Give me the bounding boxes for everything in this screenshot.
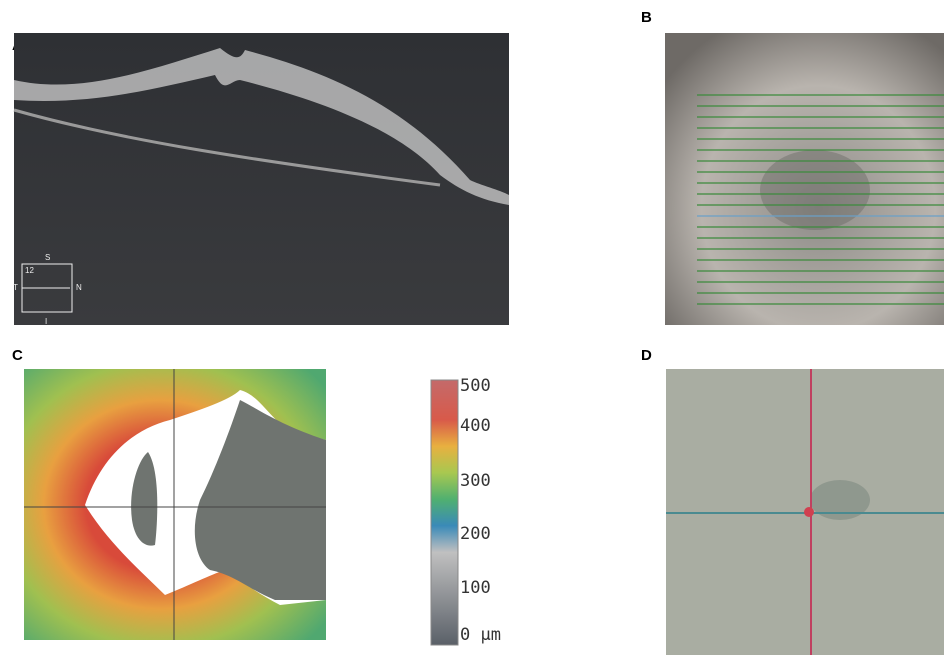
scale-label: 300 xyxy=(460,471,491,491)
panel-label: D xyxy=(641,347,652,364)
scale-label: 400 xyxy=(460,416,491,436)
color-scale xyxy=(431,380,458,645)
orientation-label: S xyxy=(45,253,50,262)
orientation-label: I xyxy=(45,317,47,326)
panel-label: B xyxy=(641,9,652,26)
scale-labels: 500 400 300 200 100 0 μm xyxy=(460,376,501,645)
scale-label: 0 μm xyxy=(460,625,501,645)
orientation-label: T xyxy=(13,283,18,292)
scale-label: 200 xyxy=(460,524,491,544)
panel-label: C xyxy=(12,347,23,364)
scale-label: 100 xyxy=(460,578,491,598)
orientation-label: N xyxy=(76,283,82,292)
lesion xyxy=(760,150,870,230)
page: A S 12 T N I B C 5004003002001000 μm D (… xyxy=(0,0,944,657)
figure: A S 12 T N I B C 5004003002001000 μm D xyxy=(0,0,944,657)
orientation-label: 12 xyxy=(25,266,34,275)
scale-label: 500 xyxy=(460,376,491,396)
center-marker xyxy=(804,507,814,517)
